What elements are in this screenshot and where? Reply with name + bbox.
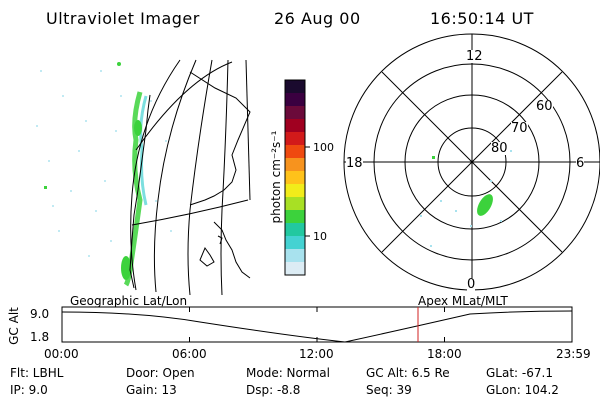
colorbar-band	[285, 106, 305, 120]
gc-altitude-curve	[61, 310, 573, 343]
colorbar-band	[285, 236, 305, 250]
colorbar-band	[285, 210, 305, 224]
timeline-x-tick-0000: 00:00	[44, 347, 79, 361]
coastline	[129, 71, 251, 289]
colorbar-band	[285, 171, 305, 185]
colorbar-band	[285, 223, 305, 237]
timeline-x-tick-1800: 18:00	[427, 347, 462, 361]
noise-speckle	[36, 70, 172, 257]
param-gain: Gain: 13	[126, 383, 177, 397]
polar-label-6: 6	[576, 156, 585, 171]
colorbar-band	[285, 93, 305, 107]
time-label: 16:50:14 UT	[430, 9, 534, 28]
polar-aurora	[420, 150, 512, 247]
colorbar-band	[285, 197, 305, 211]
polar-label-18: 18	[346, 156, 363, 171]
polar-label-80: 80	[491, 141, 508, 156]
param-ip: IP: 9.0	[10, 383, 48, 397]
colorbar-tick-label-100: 100	[313, 141, 334, 154]
param-flt: Flt: LBHL	[10, 366, 64, 380]
polar-label-12: 12	[466, 49, 483, 64]
timeline-y-tick-1.8: 1.8	[30, 330, 50, 344]
param-seq: Seq: 39	[366, 383, 412, 397]
colorbar-band	[285, 158, 305, 172]
timeline-y-tick-9: 9.0	[30, 307, 50, 321]
param-gc-alt: GC Alt: 6.5 Re	[366, 366, 450, 380]
timeline-ticks	[61, 307, 573, 342]
polar-label-60: 60	[536, 99, 553, 114]
colorbar-band	[285, 145, 305, 159]
instrument-title: Ultraviolet Imager	[46, 9, 200, 28]
date-label: 26 Aug 00	[274, 9, 361, 28]
param-mode: Mode: Normal	[246, 366, 330, 380]
timeline-left-title: Geographic Lat/Lon	[70, 294, 188, 308]
colorbar-band	[285, 132, 305, 146]
polar-diagonal-2	[381, 71, 563, 253]
timeline-right-title: Apex MLat/MLT	[418, 294, 508, 308]
param-glat: GLat: -67.1	[486, 366, 553, 380]
colorbar-frame	[284, 79, 306, 276]
param-glon: GLon: 104.2	[486, 383, 559, 397]
polar-label-70: 70	[511, 121, 528, 136]
timeline-x-tick-2359: 23:59	[556, 347, 591, 361]
colorbar-gradient	[285, 80, 305, 276]
timeline-x-tick-0600: 06:00	[172, 347, 207, 361]
colorbar-band	[285, 184, 305, 198]
colorbar-tick-label-10: 10	[313, 230, 327, 243]
colorbar-band	[285, 249, 305, 263]
colorbar-band	[285, 80, 305, 94]
aurora-emission	[44, 62, 148, 287]
colorbar-band	[285, 262, 305, 276]
param-door: Door: Open	[126, 366, 195, 380]
colorbar-band	[285, 119, 305, 133]
param-dsp: Dsp: -8.8	[246, 383, 301, 397]
timeline-x-tick-1200: 12:00	[299, 347, 334, 361]
polar-label-0: 0	[467, 277, 476, 292]
